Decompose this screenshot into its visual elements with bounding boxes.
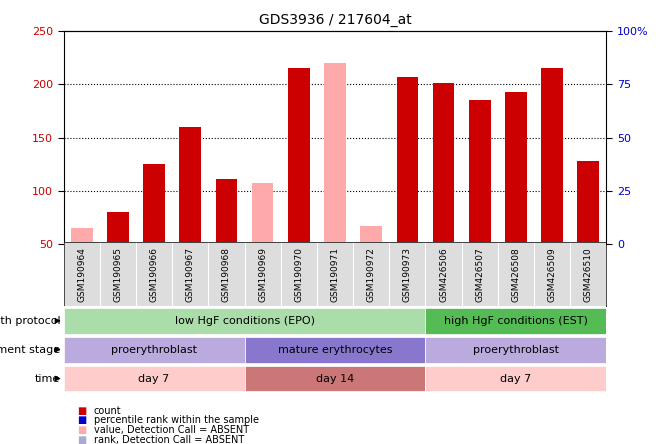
Bar [180,127,201,244]
Bar [64,337,245,363]
Text: high HgF conditions (EST): high HgF conditions (EST) [444,316,588,326]
Text: day 7: day 7 [500,373,531,384]
Bar [107,212,129,244]
Text: GSM426510: GSM426510 [584,247,593,302]
Text: ■: ■ [77,425,86,435]
Text: GSM190970: GSM190970 [294,247,304,302]
Text: GSM190971: GSM190971 [330,247,340,302]
Text: count: count [94,406,121,416]
Text: GSM426506: GSM426506 [439,247,448,302]
Text: GSM190972: GSM190972 [366,247,376,302]
Text: development stage: development stage [0,345,60,355]
Text: mature erythrocytes: mature erythrocytes [278,345,392,355]
Text: day 7: day 7 [139,373,170,384]
Text: GSM426508: GSM426508 [511,247,521,302]
Bar [397,77,418,244]
Text: GSM190965: GSM190965 [113,247,123,302]
Bar [71,228,92,244]
Text: ■: ■ [77,406,86,416]
Bar [433,83,454,244]
Text: GSM190966: GSM190966 [149,247,159,302]
Text: ■: ■ [77,416,86,425]
Text: day 14: day 14 [316,373,354,384]
Text: time: time [35,373,60,384]
Text: GSM426507: GSM426507 [475,247,484,302]
Bar [469,100,490,244]
Text: value, Detection Call = ABSENT: value, Detection Call = ABSENT [94,425,249,435]
Bar [64,365,245,392]
Bar [245,337,425,363]
Text: proerythroblast: proerythroblast [111,345,197,355]
Text: GSM190968: GSM190968 [222,247,231,302]
Bar [425,308,606,334]
Text: low HgF conditions (EPO): low HgF conditions (EPO) [175,316,314,326]
Text: GSM190964: GSM190964 [77,247,86,302]
Bar [252,183,273,244]
Text: growth protocol: growth protocol [0,316,60,326]
Text: ■: ■ [77,435,86,444]
Text: proerythroblast: proerythroblast [473,345,559,355]
Title: GDS3936 / 217604_at: GDS3936 / 217604_at [259,13,411,27]
Bar [216,179,237,244]
Text: GSM190969: GSM190969 [258,247,267,302]
Bar [245,365,425,392]
Bar [324,63,346,244]
Bar [578,161,599,244]
Text: percentile rank within the sample: percentile rank within the sample [94,416,259,425]
Bar [143,164,165,244]
Bar [425,365,606,392]
Bar [541,68,563,244]
Bar [505,92,527,244]
Text: GSM190973: GSM190973 [403,247,412,302]
Bar [425,337,606,363]
Bar [288,68,310,244]
Text: GSM190967: GSM190967 [186,247,195,302]
Text: rank, Detection Call = ABSENT: rank, Detection Call = ABSENT [94,435,244,444]
Text: GSM426509: GSM426509 [547,247,557,302]
Bar [64,308,425,334]
Bar [360,226,382,244]
